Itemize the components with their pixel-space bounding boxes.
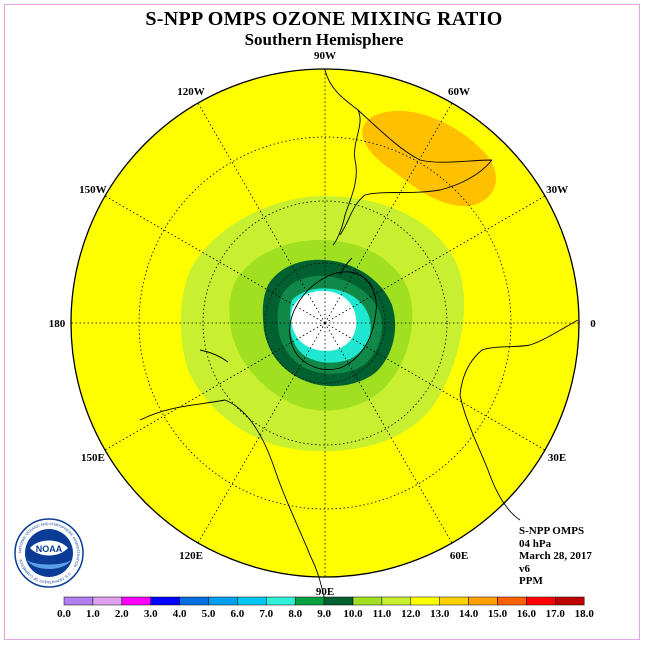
- longitude-label: 120W: [177, 86, 205, 98]
- figure-frame: [4, 4, 640, 640]
- longitude-label: 90E: [316, 586, 334, 598]
- south-america-coast: [324, 69, 493, 246]
- map-subtitle: Southern Hemisphere: [244, 30, 404, 49]
- australia-coast: [139, 399, 326, 601]
- longitude-labels: 0 30E 60E 90E 120E 150E 180 150W 120W 90W 60W 30W: [49, 50, 597, 598]
- noaa-logo-text: NOAA: [36, 544, 63, 554]
- instrument-label: S-NPP OMPS: [519, 525, 585, 537]
- new-zealand-coast: [199, 349, 229, 363]
- longitude-label: 30W: [546, 184, 568, 196]
- longitude-label: 180: [49, 318, 66, 330]
- polar-night-region: [291, 290, 357, 351]
- africa-coast: [459, 319, 579, 521]
- longitude-label: 60E: [450, 550, 468, 562]
- longitude-label: 30E: [548, 452, 566, 464]
- longitude-label: 120E: [179, 550, 203, 562]
- version-label: v6: [519, 562, 530, 575]
- longitude-label: 150E: [81, 452, 105, 464]
- map-outline: [70, 68, 580, 578]
- antarctic-peninsula: [339, 257, 353, 276]
- map-title: S-NPP OMPS OZONE MIXING RATIO: [145, 8, 503, 30]
- longitude-label: 0: [590, 318, 596, 330]
- longitude-label: 90W: [314, 50, 336, 62]
- units-label: PPM: [519, 575, 543, 587]
- antarctica-coast: [289, 271, 377, 370]
- coastlines: [139, 69, 579, 601]
- product-info: S-NPP OMPS 04 hPa March 28, 2017 v6 PPM: [519, 525, 592, 588]
- date-label: March 28, 2017: [519, 550, 592, 562]
- pressure-level: 04 hPa: [519, 537, 552, 550]
- longitude-label: 150W: [79, 184, 107, 196]
- noaa-logo: NOAA NATIONAL OCEANIC AND ATMOSPHERIC AD…: [14, 518, 84, 588]
- longitude-label: 60W: [448, 86, 470, 98]
- south-pole-marker: [323, 321, 327, 325]
